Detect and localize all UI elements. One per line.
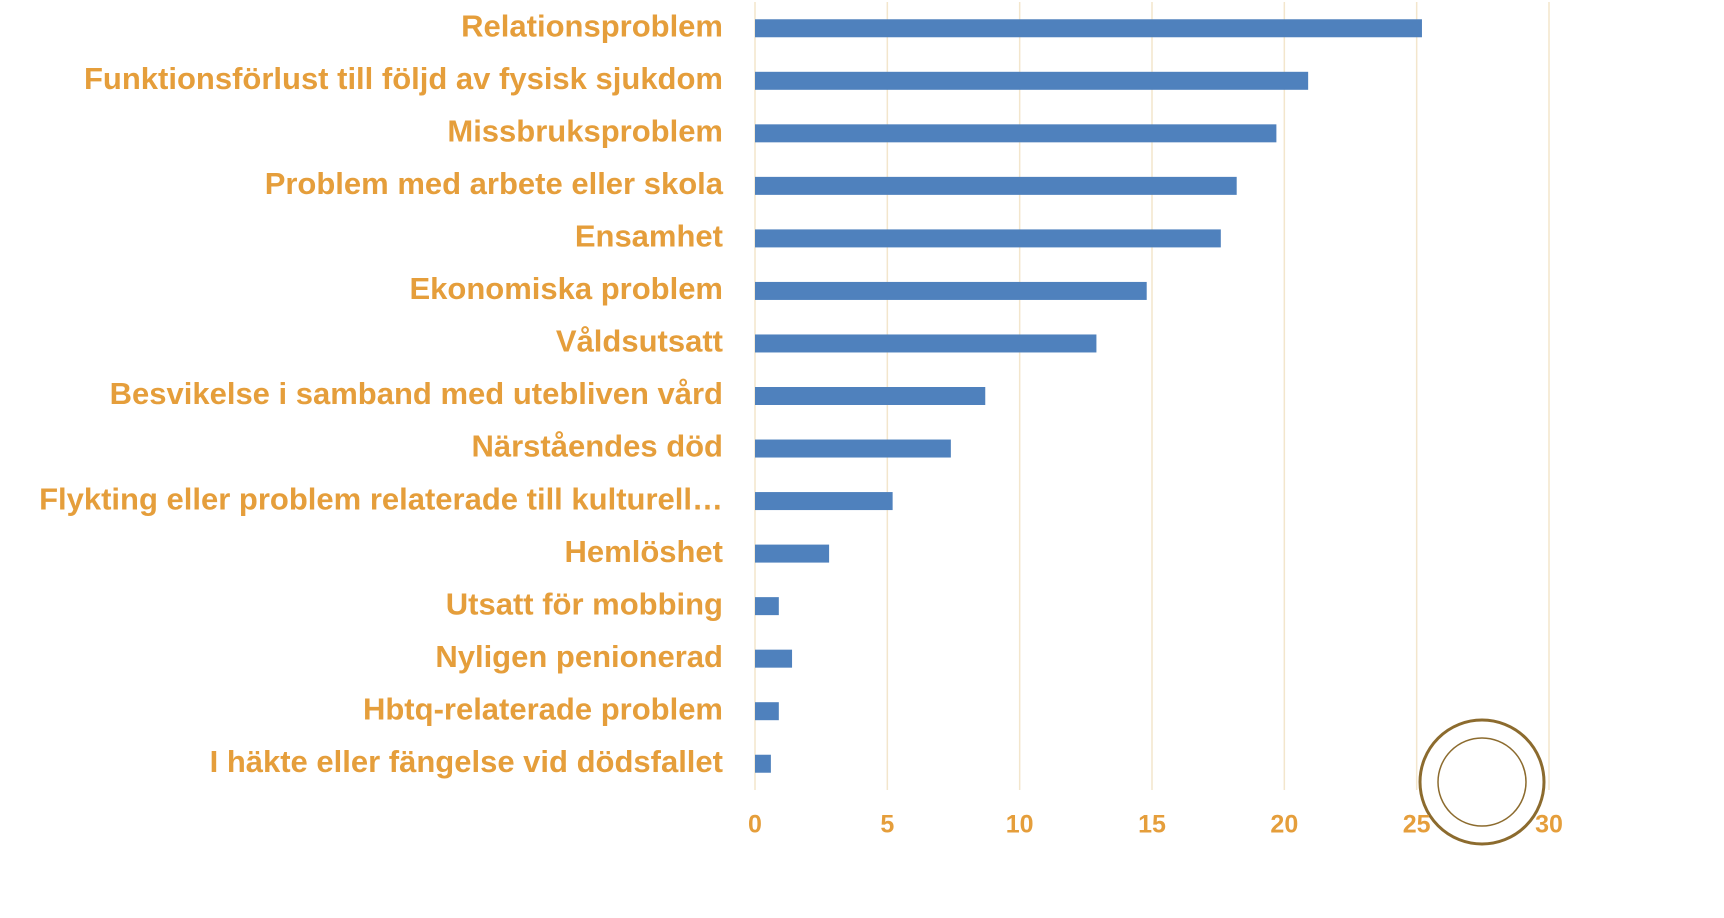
bar (755, 754, 771, 773)
x-tick-label: 0 (748, 811, 762, 839)
bar (755, 387, 986, 405)
bar (755, 281, 1147, 300)
x-tick-label: 20 (1270, 811, 1298, 839)
y-tick-label: Funktionsförlust till följd av fysisk sj… (84, 61, 723, 96)
bar (755, 176, 1237, 195)
y-tick-label: Missbruksproblem (447, 114, 723, 149)
bar (755, 19, 1422, 38)
bar (755, 71, 1309, 90)
bar (755, 544, 830, 563)
x-tick-label: 15 (1138, 811, 1166, 839)
bar (755, 124, 1277, 143)
bar (755, 229, 1221, 248)
logo (1418, 718, 1546, 846)
bar (755, 439, 951, 458)
x-tick-label: 10 (1006, 811, 1034, 839)
y-tick-label: Våldsutsatt (556, 324, 723, 359)
y-tick-label: Ensamhet (575, 219, 723, 254)
bar (755, 334, 1097, 353)
x-tick-label: 25 (1403, 811, 1431, 839)
bar (755, 597, 779, 616)
y-tick-label: Problem med arbete eller skola (265, 166, 724, 201)
y-tick-label: I häkte eller fängelse vid dödsfallet (210, 744, 723, 779)
y-tick-label: Hbtq-relaterade problem (363, 691, 723, 726)
y-tick-label: Ekonomiska problem (409, 271, 723, 306)
x-tick-label: 30 (1535, 811, 1563, 839)
y-tick-label: Utsatt för mobbing (446, 586, 723, 621)
y-tick-label: Besvikelse i samband med utebliven vård (110, 376, 723, 411)
y-tick-label: Hemlöshet (565, 534, 723, 569)
bar (755, 649, 793, 668)
bar (755, 702, 779, 721)
y-tick-label: Relationsproblem (461, 8, 723, 43)
x-tick-label: 5 (880, 811, 894, 839)
bar (755, 492, 893, 511)
y-tick-label: Flykting eller problem relaterade till k… (39, 481, 723, 516)
y-tick-label: Nyligen penionerad (435, 639, 723, 674)
y-tick-label: Närståendes död (471, 429, 723, 464)
